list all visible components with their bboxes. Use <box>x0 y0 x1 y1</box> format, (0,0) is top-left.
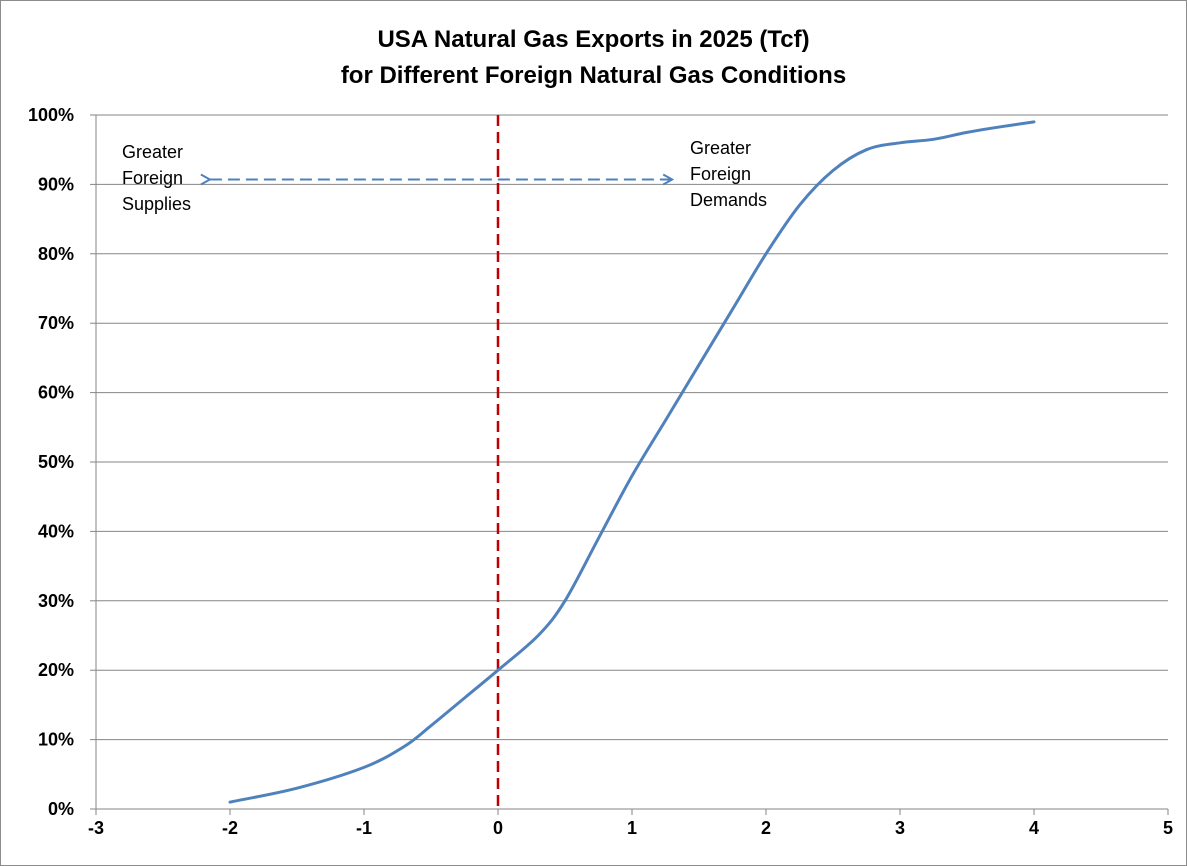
series-layer <box>228 120 1036 804</box>
series-line <box>228 120 1036 804</box>
y-tick-label: 20% <box>38 660 74 680</box>
x-tick-label: 5 <box>1163 818 1173 838</box>
chart-title-line-1: USA Natural Gas Exports in 2025 (Tcf) <box>377 26 810 53</box>
x-tick-label: 4 <box>1029 818 1039 838</box>
annotation-text: Demands <box>690 190 767 210</box>
x-tick-label: -1 <box>356 818 372 838</box>
x-tick-label: -3 <box>88 818 104 838</box>
x-tick-label: 0 <box>493 818 503 838</box>
y-tick-label: 70% <box>38 313 74 333</box>
y-tick-label: 60% <box>38 383 74 403</box>
y-tick-label: 40% <box>38 521 74 541</box>
annotation-text: Greater <box>122 142 183 162</box>
y-tick-label: 80% <box>38 244 74 264</box>
annotation-text: Foreign <box>690 164 751 184</box>
y-tick-labels: 0% 10% 20% 30% 40% 50% 60% 70% 80% 90% 100% <box>28 105 74 819</box>
y-tick-label: 90% <box>38 174 74 194</box>
y-tick-label: 100% <box>28 105 74 125</box>
y-tick-label: 10% <box>38 730 74 750</box>
y-tick-label: 50% <box>38 452 74 472</box>
gridlines <box>96 114 1168 741</box>
chart-title: USA Natural Gas Exports in 2025 (Tcf) fo… <box>0 22 1187 94</box>
x-tick-label: 1 <box>627 818 637 838</box>
x-tick-label: -2 <box>222 818 238 838</box>
chart-title-line-2: for Different Foreign Natural Gas Condit… <box>340 62 847 89</box>
y-tick-label: 30% <box>38 591 74 611</box>
x-tick-label: 2 <box>761 818 771 838</box>
annotation-text: Supplies <box>122 194 191 214</box>
x-tick-labels: -3 -2 -1 0 1 2 3 4 5 <box>88 818 1173 838</box>
annotation-text: Foreign <box>122 168 183 188</box>
annotation-text: Greater <box>690 138 751 158</box>
axes <box>90 114 1169 815</box>
y-tick-label: 0% <box>48 799 74 819</box>
x-tick-label: 3 <box>895 818 905 838</box>
annotations: Greater Foreign Supplies Greater Foreign Dema… <box>122 138 767 214</box>
